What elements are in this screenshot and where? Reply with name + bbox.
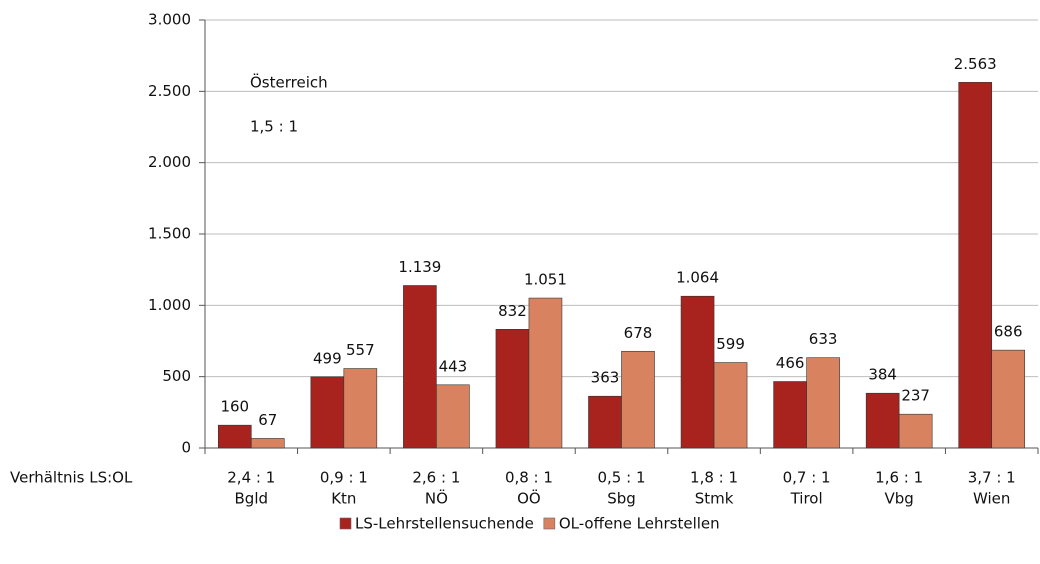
bar [865,392,900,449]
value-label: 384 [868,366,897,384]
value-label: 1.064 [676,269,719,287]
x-tick-label: 1,8 : 1 [690,469,738,487]
value-label: 832 [498,302,527,320]
x-tick-label: Vbg [885,490,914,508]
bar [528,297,563,449]
value-label: 1.139 [398,258,441,276]
value-label: 2.563 [954,55,997,73]
bar [958,82,993,449]
x-tick-label: 2,4 : 1 [227,469,275,487]
legend-label: OL-offene Lehrstellen [559,515,720,533]
value-label: 599 [716,335,745,353]
bar [495,329,530,449]
legend-swatch [543,517,556,530]
legend-label: LS-Lehrstellensuchende [355,515,534,533]
value-label: 686 [994,323,1023,341]
annotation: Österreich [250,73,328,92]
x-tick-label: 0,9 : 1 [320,469,368,487]
bar [588,395,622,449]
legend-swatch [339,517,352,530]
value-label: 363 [591,369,620,387]
x-tick-label: NÖ [425,489,448,508]
bar [343,368,378,449]
x-tick-label: Bgld [235,490,269,508]
x-tick-label: OÖ [517,489,541,508]
value-label: 237 [901,387,930,405]
value-label: 443 [439,357,468,375]
bar [217,424,252,449]
y-tick-label: 2.000 [148,153,191,171]
y-tick-label: 3.000 [148,11,191,29]
bar [991,349,1026,449]
annotation: 1,5 : 1 [250,118,298,136]
value-label: 678 [624,324,653,342]
value-label: 633 [809,330,838,348]
x-tick-label: Wien [973,490,1010,508]
y-tick-label: 500 [162,367,191,385]
x-tick-label: Ktn [331,490,356,508]
ratio-axis-label: Verhältnis LS:OL [10,469,133,487]
y-tick-label: 0 [181,439,191,457]
x-tick-label: Sbg [607,490,636,508]
x-tick-label: Tirol [790,490,823,508]
bar [773,381,807,449]
bar [713,362,748,449]
x-tick-label: 2,6 : 1 [412,469,460,487]
x-tick-label: 0,5 : 1 [598,469,646,487]
value-label: 466 [776,354,805,372]
value-label: 1.051 [524,271,567,289]
x-tick-label: 0,8 : 1 [505,469,553,487]
x-tick-label: 1,6 : 1 [875,469,923,487]
value-label: 67 [258,411,277,429]
value-label: 557 [346,341,375,359]
value-label: 160 [220,398,249,416]
bar [403,285,437,449]
bar [621,350,655,449]
y-tick-label: 2.500 [148,82,191,100]
x-tick-label: 0,7 : 1 [783,469,831,487]
x-tick-label: Stmk [695,490,734,508]
bar [806,357,840,449]
bar [680,295,715,449]
y-tick-label: 1.500 [148,225,191,243]
y-tick-label: 1.000 [148,296,191,314]
value-label: 499 [313,349,342,367]
bar [250,438,285,449]
x-tick-label: 3,7 : 1 [968,469,1016,487]
bar [898,413,933,449]
bar [436,384,470,449]
bar [310,376,345,449]
